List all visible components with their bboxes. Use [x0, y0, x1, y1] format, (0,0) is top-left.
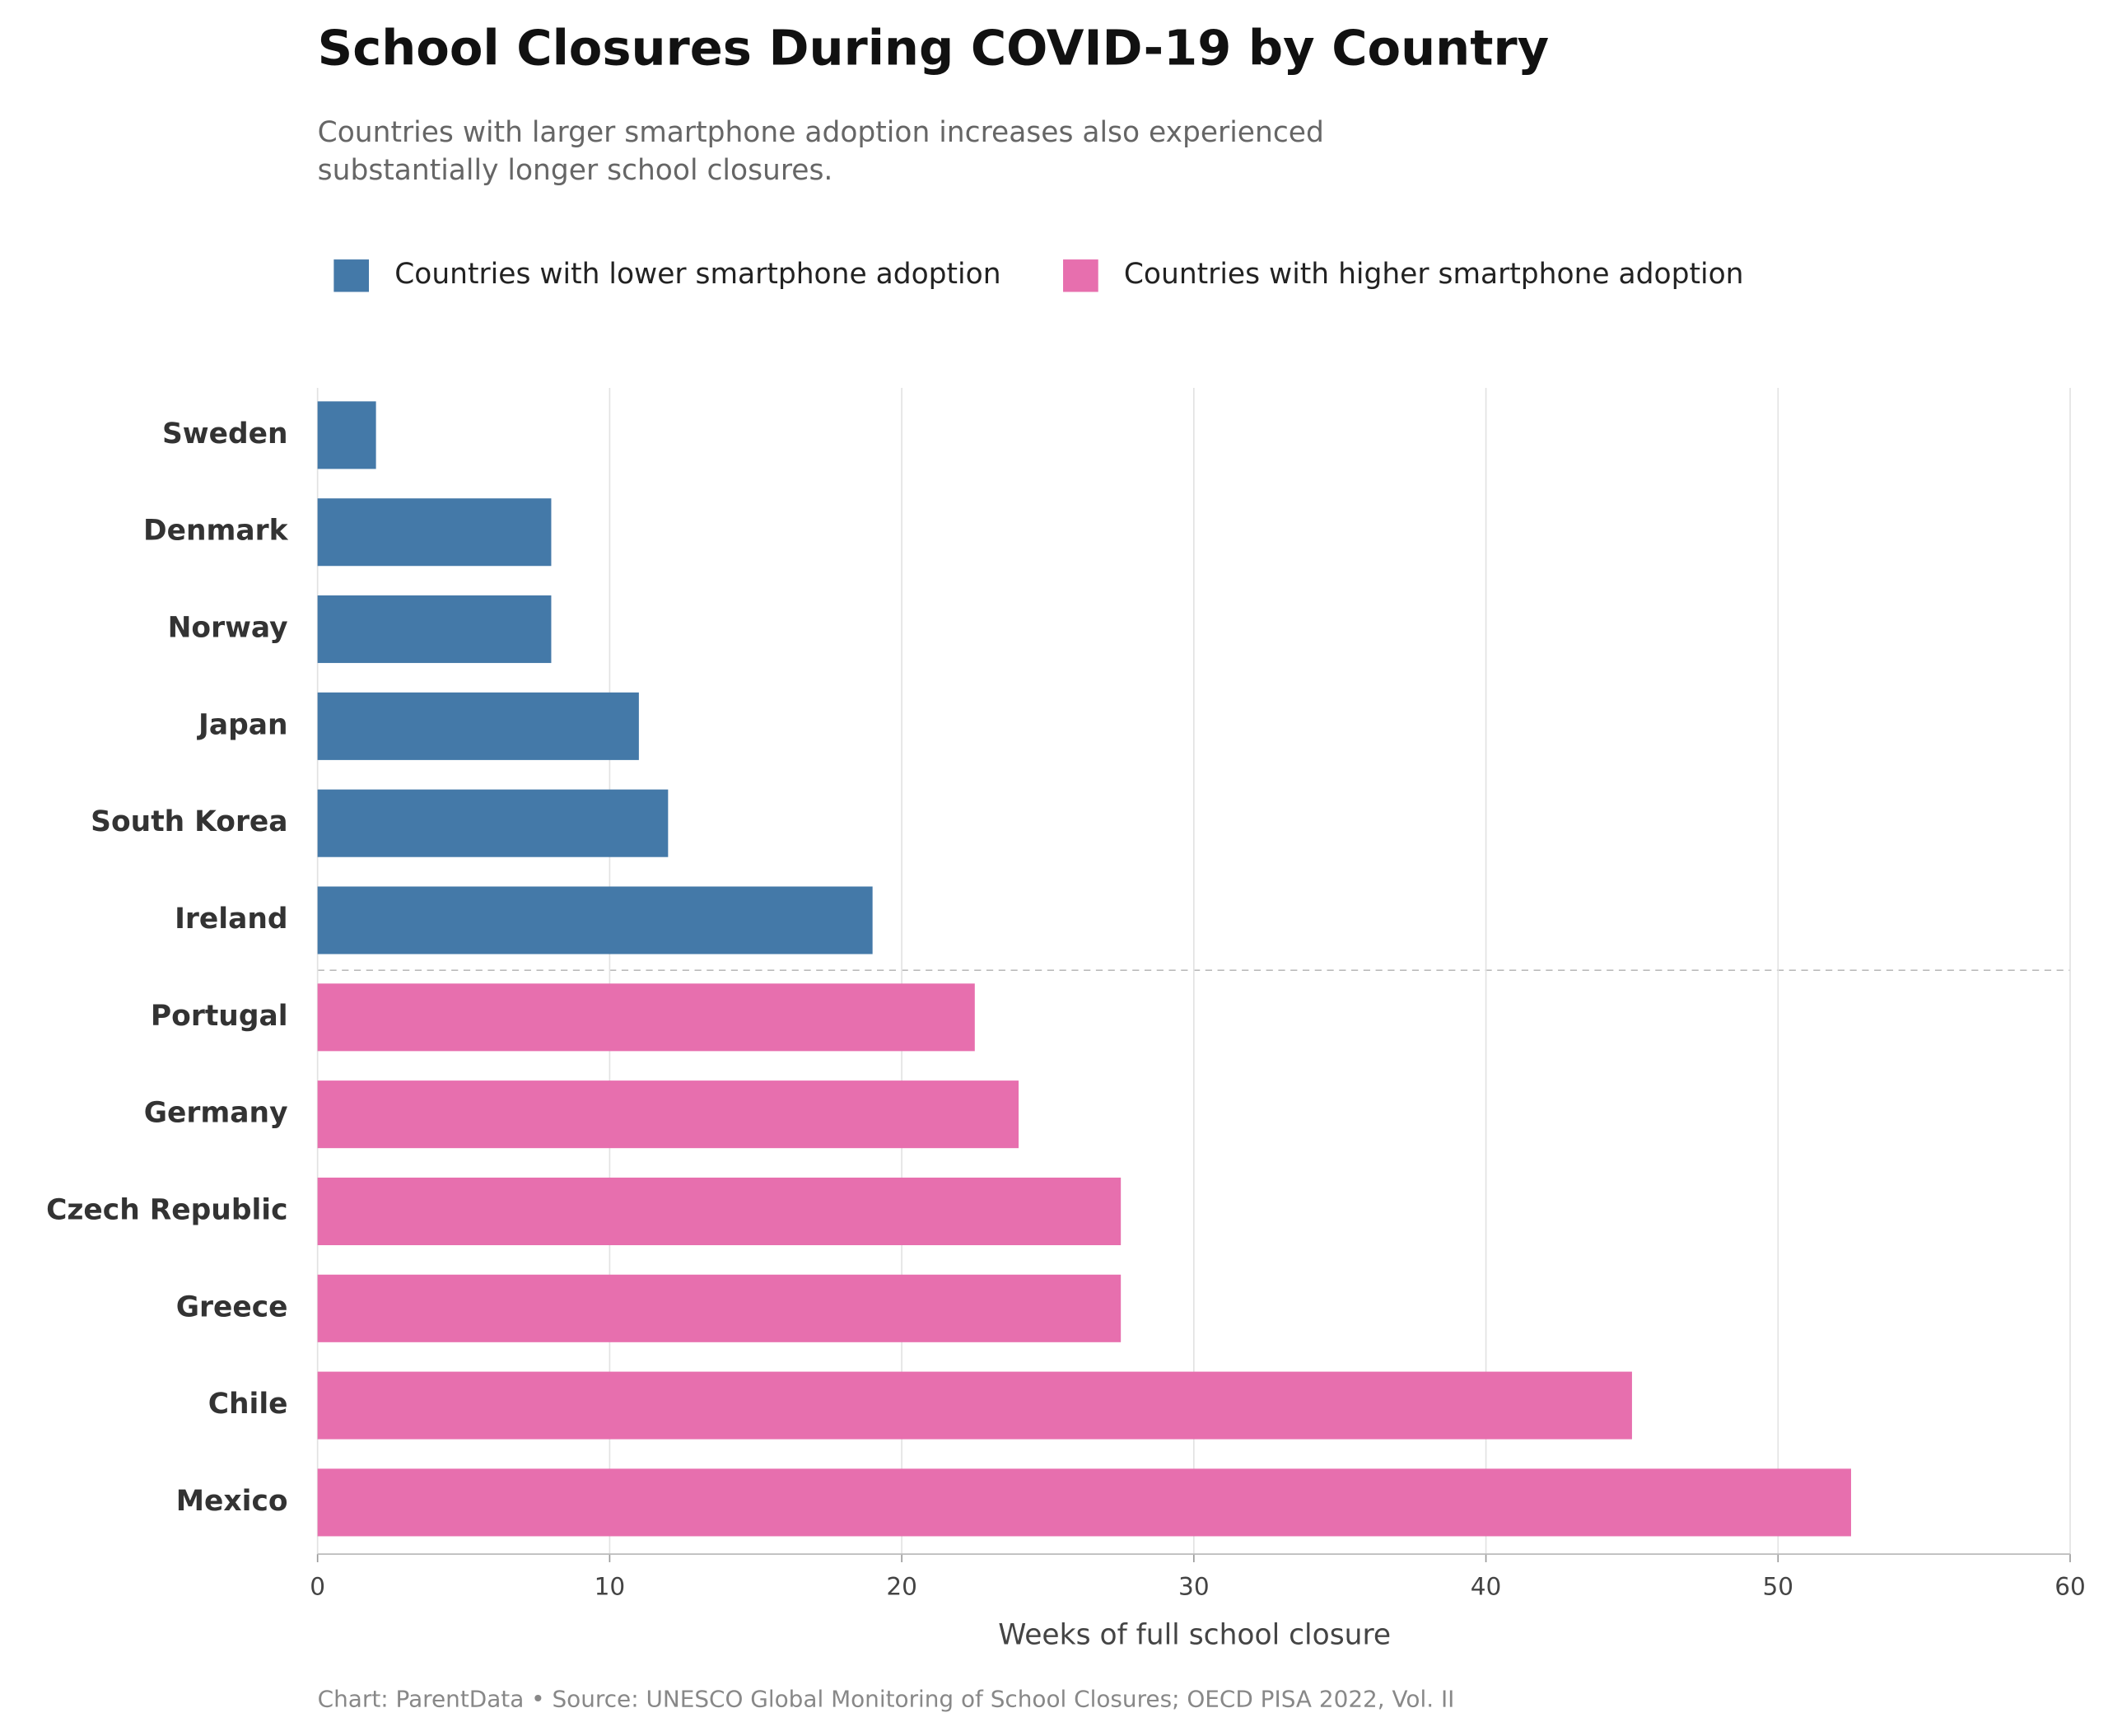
- bar: [317, 401, 376, 469]
- y-tick-label: Japan: [197, 708, 288, 741]
- chart-subtitle: Countries with larger smartphone adoptio…: [318, 116, 1324, 149]
- bar: [317, 692, 639, 760]
- x-tick-label: 0: [310, 1573, 325, 1601]
- x-tick-label: 50: [1763, 1573, 1794, 1601]
- bar: [317, 1177, 1122, 1245]
- y-tick-label: Germany: [144, 1097, 288, 1130]
- y-tick-label: Denmark: [143, 515, 289, 548]
- chart-title: School Closures During COVID-19 by Count…: [318, 19, 1549, 76]
- bar: [317, 1274, 1122, 1342]
- y-tick-label: Norway: [168, 612, 288, 645]
- legend-swatch: [333, 259, 370, 292]
- chart-subtitle: substantially longer school closures.: [318, 154, 833, 187]
- x-tick-label: 60: [2054, 1573, 2086, 1601]
- y-tick-label: Portugal: [151, 1000, 288, 1033]
- legend-label: Countries with higher smartphone adoptio…: [1124, 258, 1744, 291]
- y-tick-label: Chile: [208, 1388, 288, 1421]
- y-tick-label: Czech Republic: [46, 1193, 287, 1226]
- y-tick-label: Sweden: [162, 418, 288, 450]
- legend-swatch: [1063, 259, 1098, 292]
- footer: Chart: ParentData • Source: UNESCO Globa…: [318, 1685, 1455, 1712]
- legend-label: Countries with lower smartphone adoption: [394, 258, 1000, 291]
- x-tick-label: 30: [1178, 1573, 1210, 1601]
- x-tick-label: 20: [886, 1573, 917, 1601]
- x-tick-label: 40: [1471, 1573, 1502, 1601]
- bar: [317, 1371, 1632, 1440]
- y-tick-label: Greece: [176, 1290, 288, 1323]
- bar: [317, 886, 873, 954]
- y-tick-label: Mexico: [176, 1485, 288, 1518]
- bar: [317, 789, 669, 857]
- y-tick-label: Ireland: [175, 903, 287, 936]
- y-tick-label: South Korea: [91, 805, 287, 838]
- bar: [317, 983, 975, 1052]
- bar: [317, 595, 552, 664]
- x-axis-label: Weeks of full school closure: [998, 1619, 1391, 1652]
- bar: [317, 498, 552, 567]
- bar: [317, 1080, 1019, 1149]
- bar: [317, 1468, 1851, 1537]
- x-tick-label: 10: [595, 1573, 626, 1601]
